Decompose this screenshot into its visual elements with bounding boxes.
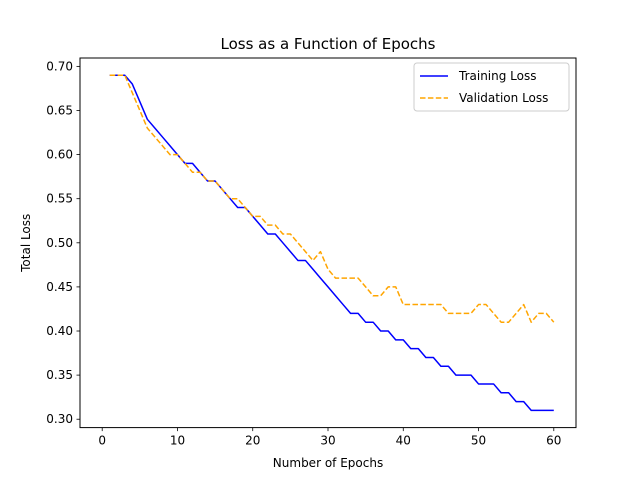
legend-box	[413, 62, 570, 112]
y-tick-label: 0.40	[46, 324, 73, 338]
y-axis-ticks: 0.30 0.35 0.40 0.45 0.50 0.55 0.60 0.65 0.70	[46, 59, 80, 426]
y-tick-label: 0.70	[46, 59, 73, 73]
x-axis-ticks: 0 10 20 30 40 50 60	[98, 427, 561, 448]
x-tick-label: 10	[170, 434, 185, 448]
x-tick-label: 40	[396, 434, 411, 448]
y-tick-label: 0.50	[46, 236, 73, 250]
x-tick-label: 50	[471, 434, 486, 448]
x-axis-label: Number of Epochs	[273, 456, 383, 470]
series-line-training-loss	[109, 74, 554, 412]
series-lines	[109, 74, 555, 412]
legend-label-training-loss: Training Loss	[458, 69, 536, 83]
legend-label-validation-loss: Validation Loss	[459, 91, 548, 105]
series-line-validation-loss	[109, 74, 555, 323]
y-tick-label: 0.30	[46, 412, 73, 426]
y-tick-label: 0.35	[46, 368, 73, 382]
x-tick-label: 0	[98, 434, 106, 448]
chart-title: Loss as a Function of Epochs	[221, 35, 436, 53]
legend: Training Loss Validation Loss	[413, 62, 570, 112]
y-tick-label: 0.65	[46, 103, 73, 117]
y-tick-label: 0.60	[46, 148, 73, 162]
y-axis-label: Total Loss	[19, 214, 33, 273]
y-tick-label: 0.45	[46, 280, 73, 294]
x-tick-label: 60	[546, 434, 561, 448]
y-tick-label: 0.55	[46, 192, 73, 206]
x-tick-label: 20	[245, 434, 260, 448]
x-tick-label: 30	[320, 434, 335, 448]
